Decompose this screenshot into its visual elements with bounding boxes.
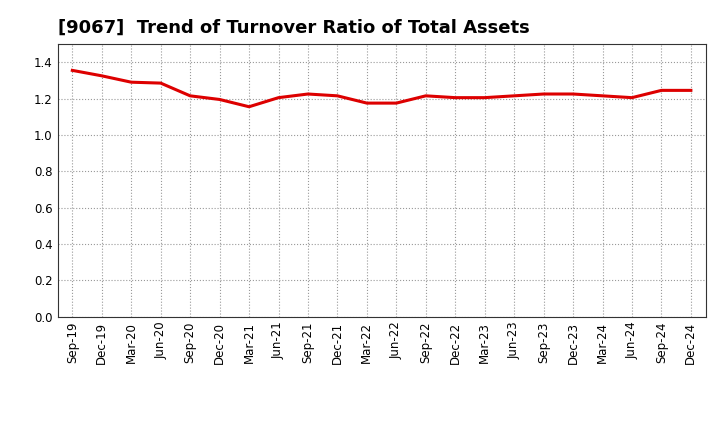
Text: [9067]  Trend of Turnover Ratio of Total Assets: [9067] Trend of Turnover Ratio of Total … (58, 19, 529, 37)
